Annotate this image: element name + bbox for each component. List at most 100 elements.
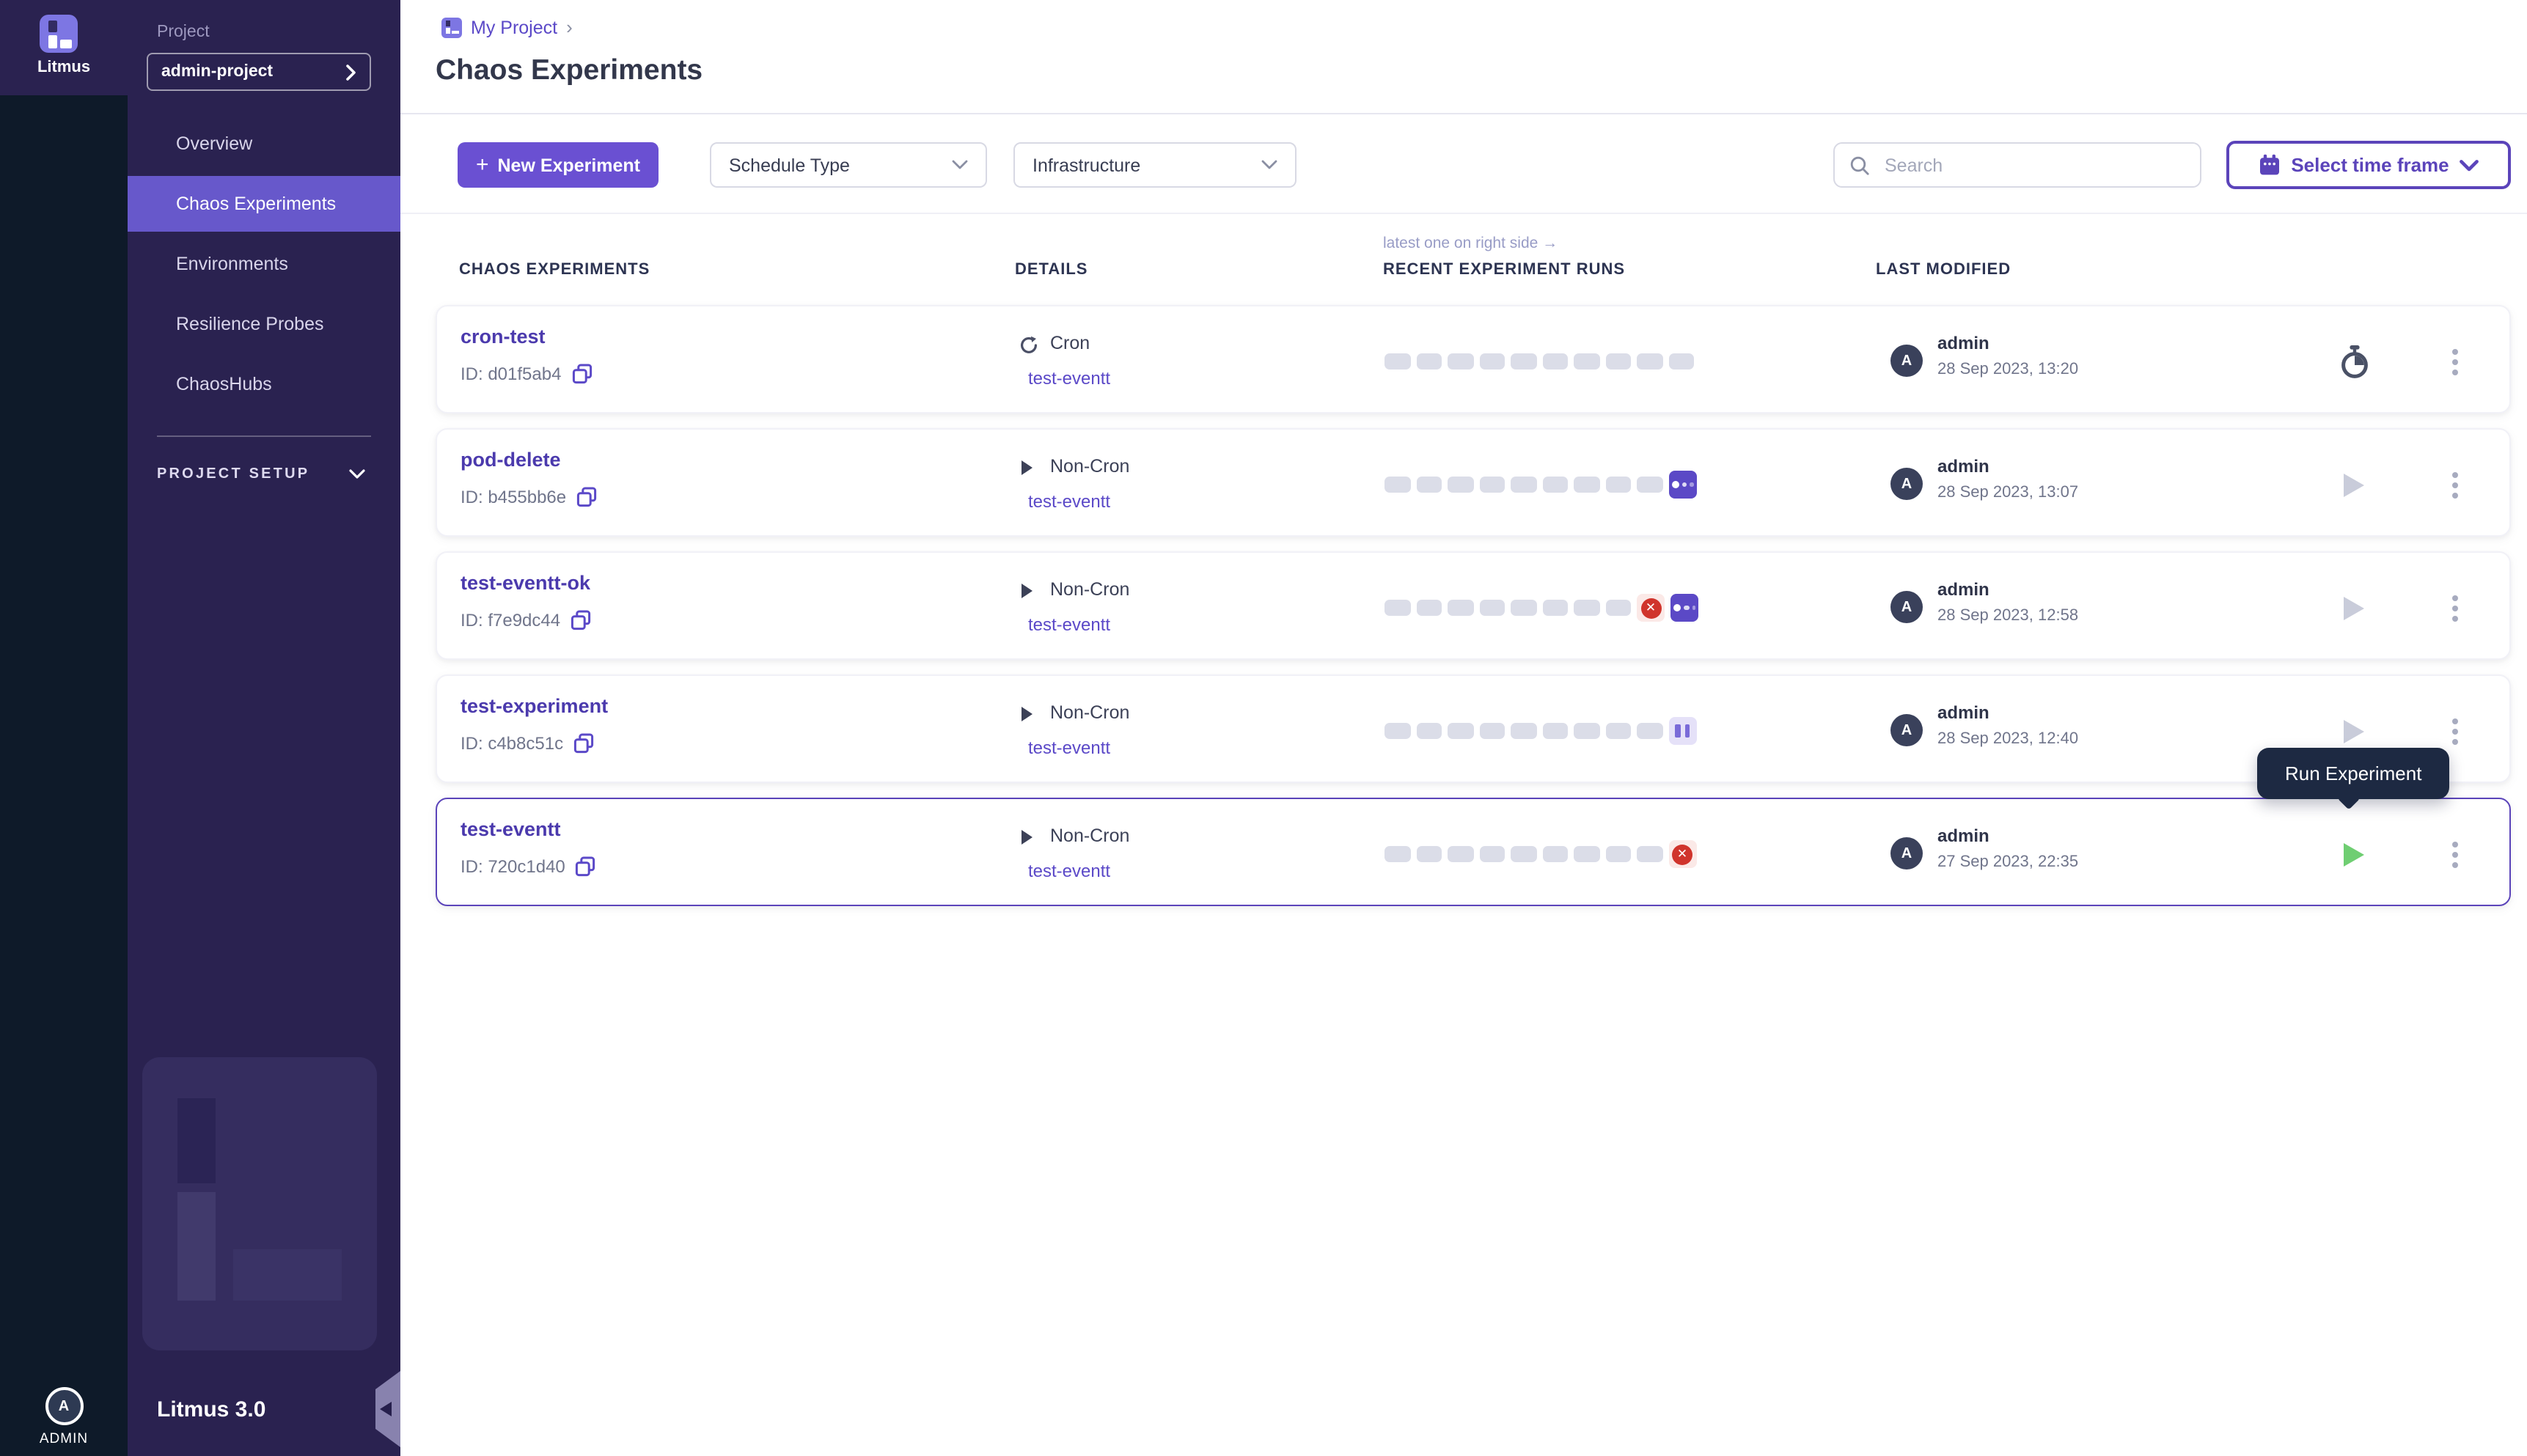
search-input[interactable] [1882,153,2185,177]
play-icon-green [2344,843,2364,867]
search-icon [1850,155,1869,174]
run-placeholder [1384,353,1410,369]
experiment-id: ID: b455bb6e [461,487,567,507]
avatar: A [1890,468,1923,500]
cron-schedule-button[interactable] [2335,343,2373,381]
run-placeholder [1511,600,1536,616]
run-placeholder [1637,477,1662,493]
sidebar-divider [157,435,371,437]
run-status-running[interactable] [1670,594,1698,622]
play-triangle-icon [1019,459,1034,477]
modified-date: 28 Sep 2023, 13:07 [1937,484,2079,501]
run-experiment-button[interactable] [2335,836,2373,874]
run-status-paused[interactable] [1668,717,1696,745]
copy-id-button[interactable] [576,856,596,877]
infrastructure-dropdown[interactable]: Infrastructure [1013,142,1296,188]
experiment-name-link[interactable]: test-experiment [461,695,609,717]
recent-runs: ✕ [1384,594,1698,622]
row-menu-button[interactable] [2445,343,2465,381]
play-icon [2344,474,2364,497]
sidebar-item-chaos-experiments[interactable]: Chaos Experiments [128,176,400,232]
play-icon [2344,597,2364,620]
run-placeholder [1637,353,1662,369]
breadcrumb-project-link[interactable]: My Project [471,17,558,37]
run-placeholder [1416,723,1442,739]
project-setup-toggle[interactable]: PROJECT SETUP [128,457,400,490]
avatar[interactable]: A [45,1387,83,1425]
run-placeholder [1605,600,1631,616]
run-placeholder [1542,723,1568,739]
run-placeholder [1384,723,1410,739]
run-placeholder [1511,846,1536,862]
sidebar-item-resilience-probes[interactable]: Resilience Probes [176,314,324,334]
app-version: Litmus 3.0 [157,1397,266,1422]
run-placeholder [1479,353,1505,369]
left-rail: Litmus A ADMIN [0,0,128,1456]
experiment-name-link[interactable]: pod-delete [461,449,561,471]
run-placeholder [1416,846,1442,862]
cron-icon [1019,336,1038,355]
run-experiment-button[interactable] [2335,466,2373,504]
schedule-type-dropdown[interactable]: Schedule Type [710,142,987,188]
sidebar: Project admin-project Overview Chaos Exp… [128,0,400,1456]
recent-runs [1384,717,1696,745]
run-placeholder [1448,353,1473,369]
schedule-type-value: Non-Cron [1050,579,1130,600]
run-experiment-button[interactable] [2335,713,2373,751]
column-header-last-modified: LAST MODIFIED [1876,261,2011,279]
experiment-row[interactable]: test-eventt-ok ID: f7e9dc44 Non-Cron tes… [436,551,2511,660]
run-placeholder [1605,723,1631,739]
run-placeholder [1542,477,1568,493]
run-placeholder [1511,477,1536,493]
infrastructure-link[interactable]: test-eventt [1028,861,1111,881]
run-status-failed[interactable]: ✕ [1637,594,1665,622]
chevron-left-icon [380,1402,392,1416]
sidebar-item-chaoshubs[interactable]: ChaosHubs [176,374,272,394]
select-time-frame-button[interactable]: Select time frame [2226,141,2511,189]
recent-runs [1384,348,1694,375]
play-triangle-icon [1019,828,1034,846]
modified-by: admin [1937,579,1989,600]
experiment-row[interactable]: cron-test ID: d01f5ab4 Cron test-eventt … [436,305,2511,413]
run-status-running[interactable] [1668,471,1696,499]
infrastructure-link[interactable]: test-eventt [1028,491,1111,512]
copy-id-button[interactable] [576,487,597,507]
row-menu-button[interactable] [2445,713,2465,751]
run-placeholder [1479,723,1505,739]
experiment-row[interactable]: pod-delete ID: b455bb6e Non-Cron test-ev… [436,428,2511,537]
project-label: Project [157,23,210,41]
run-placeholder [1448,477,1473,493]
copy-id-button[interactable] [571,364,592,384]
infrastructure-link[interactable]: test-eventt [1028,614,1111,635]
run-status-failed[interactable]: ✕ [1668,840,1696,868]
experiment-name-link[interactable]: test-eventt [461,818,561,840]
experiment-row[interactable]: test-experiment ID: c4b8c51c Non-Cron te… [436,674,2511,783]
header-divider [400,113,2527,114]
schedule-type-value: Non-Cron [1050,826,1130,846]
project-select[interactable]: admin-project [147,53,371,91]
row-menu-button[interactable] [2445,466,2465,504]
play-triangle-icon [1019,705,1034,723]
run-placeholder [1574,353,1599,369]
infrastructure-link[interactable]: test-eventt [1028,738,1111,758]
experiment-id: ID: 720c1d40 [461,856,565,877]
modified-by: admin [1937,826,1989,846]
infrastructure-link[interactable]: test-eventt [1028,368,1111,389]
new-experiment-button[interactable]: + New Experiment [458,142,659,188]
sidebar-nav: Overview Chaos Experiments Environments … [128,116,400,416]
sidebar-item-environments[interactable]: Environments [176,254,288,274]
project-select-value: admin-project [161,63,274,81]
run-placeholder [1574,846,1599,862]
run-experiment-button[interactable] [2335,589,2373,628]
experiment-name-link[interactable]: test-eventt-ok [461,572,591,594]
copy-id-button[interactable] [571,610,591,630]
row-menu-button[interactable] [2445,589,2465,628]
user-label: ADMIN [39,1431,89,1447]
experiment-name-link[interactable]: cron-test [461,326,546,348]
experiment-row-selected[interactable]: test-eventt ID: 720c1d40 Non-Cron test-e… [436,798,2511,906]
user-menu[interactable]: A ADMIN [0,1387,128,1447]
litmus-logo-icon[interactable] [40,15,78,53]
row-menu-button[interactable] [2445,836,2465,874]
copy-id-button[interactable] [573,733,594,754]
sidebar-item-overview[interactable]: Overview [176,133,253,154]
